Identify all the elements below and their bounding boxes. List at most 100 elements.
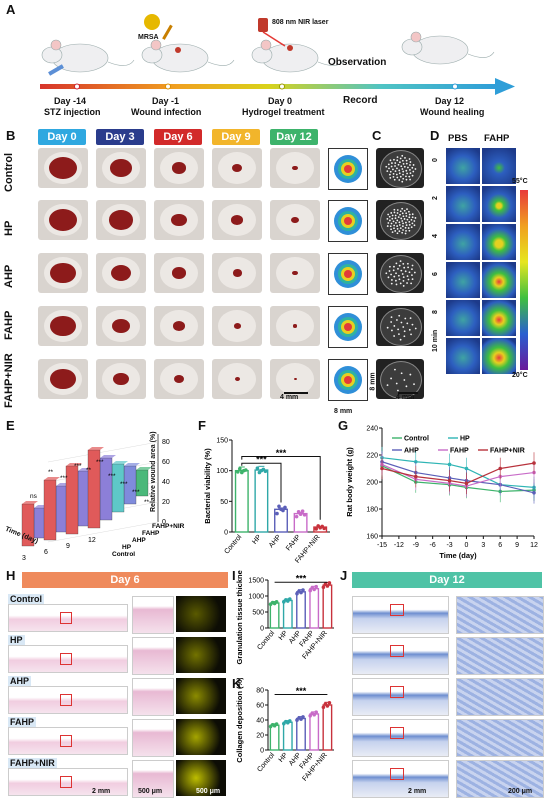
data-point bbox=[301, 588, 305, 592]
agar-plate bbox=[376, 200, 424, 240]
wound-photo bbox=[154, 148, 204, 188]
data-point bbox=[322, 526, 326, 531]
x-tick-label: -6 bbox=[430, 542, 436, 549]
x-tick-label: -9 bbox=[413, 542, 419, 549]
temperature-colorbar bbox=[520, 190, 528, 370]
he-row-label: FAHP bbox=[8, 717, 37, 727]
event-3-desc: Hydrogel treatment bbox=[242, 107, 325, 117]
data-point bbox=[288, 597, 292, 601]
pipette-icon bbox=[162, 24, 173, 40]
y-tick-label: 100 bbox=[216, 468, 228, 475]
significance-label: *** bbox=[256, 455, 267, 465]
panel-label-k: K bbox=[232, 676, 242, 691]
wound-photo bbox=[96, 359, 146, 399]
significance-label: *** bbox=[296, 574, 307, 584]
grid-line bbox=[47, 441, 159, 463]
x-tick-label: -15 bbox=[377, 542, 387, 549]
x-tick-label: 6 bbox=[498, 542, 502, 549]
series-line bbox=[381, 462, 535, 484]
panel-label-i: I bbox=[232, 568, 236, 583]
x-tick-label: 3 bbox=[481, 542, 485, 549]
wound-photo bbox=[96, 253, 146, 293]
y-tick-label: 80 bbox=[256, 688, 264, 695]
zoom-box bbox=[390, 686, 404, 698]
bar-3d-top bbox=[100, 455, 116, 458]
data-point bbox=[255, 466, 260, 471]
photo-scale-bar: 4 mm bbox=[280, 392, 308, 401]
wound-photo bbox=[270, 148, 320, 188]
wound-photo bbox=[212, 200, 262, 240]
wound-photo bbox=[154, 200, 204, 240]
zoom-box bbox=[390, 604, 404, 616]
rat-icon bbox=[141, 39, 235, 73]
zoom-box bbox=[60, 612, 72, 624]
ir-image-pbs bbox=[446, 224, 480, 260]
bar bbox=[309, 713, 320, 751]
fluorescence-image bbox=[176, 760, 226, 796]
masson-zoom bbox=[456, 637, 544, 675]
day12-header: Day 12 bbox=[352, 572, 542, 588]
ir-image-fahp bbox=[482, 338, 516, 374]
series-line bbox=[381, 457, 535, 488]
bar bbox=[296, 717, 306, 751]
series-line bbox=[381, 461, 535, 494]
bar-3d-top bbox=[124, 463, 140, 466]
wound-photo bbox=[270, 359, 320, 399]
wound-photo bbox=[96, 200, 146, 240]
data-point bbox=[274, 722, 279, 726]
data-point bbox=[321, 705, 326, 710]
event-1-day: Day -14 bbox=[54, 96, 87, 106]
significance-label: ** bbox=[144, 499, 150, 506]
he-zoom bbox=[132, 678, 174, 716]
wound-photo bbox=[38, 306, 88, 346]
laser-label: 808 nm NIR laser bbox=[272, 19, 329, 26]
series-line bbox=[381, 463, 535, 487]
data-point bbox=[300, 509, 305, 513]
z-tick-label: 0 bbox=[162, 519, 166, 526]
data-point bbox=[263, 469, 268, 474]
data-point bbox=[283, 505, 287, 510]
data-point bbox=[464, 481, 469, 486]
event-4-day: Day 12 bbox=[435, 96, 465, 106]
data-point bbox=[288, 719, 292, 723]
wound-photo bbox=[212, 359, 262, 399]
h-scale-3: 500 μm bbox=[196, 788, 221, 795]
data-point bbox=[325, 584, 330, 588]
x-tick-label: -3 bbox=[446, 542, 452, 549]
data-point bbox=[299, 590, 303, 595]
ir-image-pbs bbox=[446, 262, 480, 298]
event-2-day: Day -1 bbox=[152, 96, 180, 106]
agar-plate bbox=[376, 306, 424, 346]
wound-photo bbox=[212, 148, 262, 188]
data-point bbox=[274, 599, 279, 604]
he-zoom bbox=[132, 760, 174, 798]
zoom-box bbox=[60, 735, 72, 747]
y-tick-label: 50 bbox=[220, 499, 228, 506]
ir-image-fahp bbox=[482, 224, 516, 260]
y-tick-label: 150 bbox=[216, 438, 228, 445]
grid-line bbox=[47, 521, 159, 543]
x-tick-label: 9 bbox=[515, 542, 519, 549]
bar bbox=[282, 599, 293, 629]
y-tick-label: 0 bbox=[260, 748, 264, 755]
data-point bbox=[236, 470, 240, 474]
masson-zoom bbox=[456, 719, 544, 757]
panel-label-a: A bbox=[6, 2, 16, 17]
record-label: Record bbox=[343, 95, 378, 106]
j-scale-2: 200 μm bbox=[508, 788, 533, 795]
event-2-desc: Wound infection bbox=[131, 107, 202, 117]
wound-trace bbox=[328, 148, 368, 190]
he-row-label: AHP bbox=[8, 676, 32, 686]
agar-plate bbox=[376, 148, 424, 188]
y-tick-label: 60 bbox=[256, 703, 264, 710]
row-label-hp: HP bbox=[3, 220, 15, 236]
data-point bbox=[302, 513, 307, 517]
zoom-box bbox=[390, 768, 404, 780]
y-tick-label: 200 bbox=[366, 480, 378, 487]
wound-photo bbox=[96, 148, 146, 188]
ir-time-label: 2 bbox=[432, 196, 439, 200]
